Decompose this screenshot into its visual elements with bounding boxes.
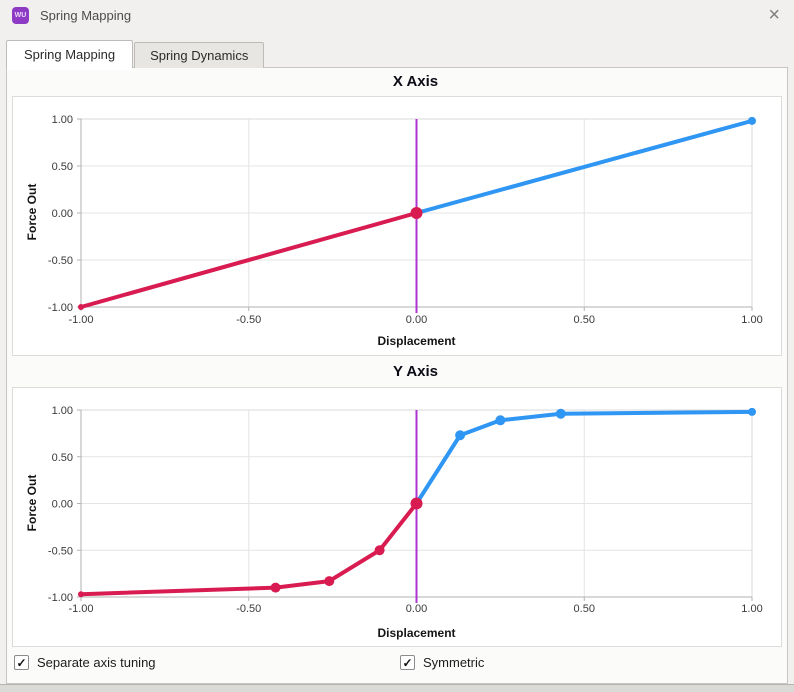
svg-text:1.00: 1.00	[52, 114, 73, 126]
svg-text:-0.50: -0.50	[48, 545, 73, 557]
svg-text:1.00: 1.00	[741, 314, 762, 326]
svg-text:-1.00: -1.00	[68, 603, 93, 615]
tab-bar: Spring Mapping Spring Dynamics	[6, 40, 265, 70]
tab-spring-dynamics[interactable]: Spring Dynamics	[134, 42, 265, 68]
svg-text:-0.50: -0.50	[236, 603, 261, 615]
svg-text:1.00: 1.00	[52, 405, 73, 417]
close-icon[interactable]: ×	[768, 4, 780, 26]
x-axis-chart-title: X Axis	[392, 73, 439, 90]
svg-text:-1.00: -1.00	[48, 302, 73, 314]
displacement-axis-label: Displacement	[377, 626, 456, 640]
svg-text:0.00: 0.00	[406, 314, 427, 326]
checkbox-separate-axis-tuning[interactable]: ✓ Separate axis tuning	[14, 655, 156, 670]
svg-text:-1.00: -1.00	[48, 592, 73, 604]
x-axis-chart: -1.00 -0.50 0.00 0.50 1.00 1.00 0.50 0.00 -0.50 -…	[12, 96, 782, 356]
checkbox-check-icon[interactable]: ✓	[400, 655, 415, 670]
svg-text:-0.50: -0.50	[48, 255, 73, 267]
svg-text:0.50: 0.50	[52, 452, 73, 464]
window-resize-edge[interactable]	[0, 684, 794, 692]
x-axis-chart-plot[interactable]: -1.00 -0.50 0.00 0.50 1.00 1.00 0.50 0.00 -0.50 -…	[13, 97, 781, 333]
checkbox-label: Symmetric	[423, 655, 485, 670]
window-title: Spring Mapping	[40, 7, 132, 23]
svg-text:0.50: 0.50	[574, 603, 595, 615]
force-out-axis-label: Force Out	[25, 474, 39, 532]
y-axis-chart: -1.00 -0.50 0.00 0.50 1.00 1.00 0.50 0.00 -0.50 -…	[12, 387, 782, 647]
checkbox-check-icon[interactable]: ✓	[14, 655, 29, 670]
svg-text:-0.50: -0.50	[236, 314, 261, 326]
app-icon: WU	[12, 6, 29, 24]
force-out-axis-label: Force Out	[25, 183, 39, 241]
svg-text:0.00: 0.00	[406, 603, 427, 615]
titlebar: WU Spring Mapping ×	[0, 0, 794, 30]
displacement-axis-label: Displacement	[377, 334, 456, 348]
svg-text:-1.00: -1.00	[68, 314, 93, 326]
checkbox-label: Separate axis tuning	[37, 655, 156, 670]
checkbox-symmetric[interactable]: ✓ Symmetric	[400, 655, 484, 670]
svg-text:1.00: 1.00	[741, 603, 762, 615]
svg-text:0.50: 0.50	[574, 314, 595, 326]
svg-text:0.00: 0.00	[52, 208, 73, 220]
svg-text:0.50: 0.50	[52, 161, 73, 173]
y-axis-chart-title: Y Axis	[392, 363, 439, 380]
y-axis-chart-plot[interactable]: -1.00 -0.50 0.00 0.50 1.00 1.00 0.50 0.00 -0.50 -…	[13, 388, 781, 625]
svg-text:0.00: 0.00	[52, 499, 73, 511]
tab-spring-mapping[interactable]: Spring Mapping	[6, 40, 134, 70]
